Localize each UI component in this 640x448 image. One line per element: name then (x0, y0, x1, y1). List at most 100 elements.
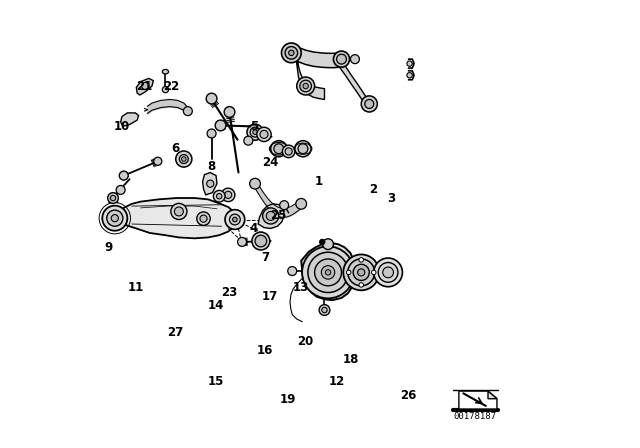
Text: 6: 6 (172, 142, 180, 155)
Circle shape (322, 307, 327, 313)
Circle shape (337, 54, 346, 64)
Circle shape (271, 141, 287, 157)
Circle shape (407, 73, 412, 78)
Circle shape (225, 210, 244, 229)
Circle shape (163, 86, 168, 93)
Circle shape (179, 155, 188, 164)
Polygon shape (136, 78, 154, 95)
Circle shape (102, 206, 127, 231)
Circle shape (182, 157, 186, 161)
Circle shape (298, 144, 308, 154)
Circle shape (111, 215, 118, 222)
Circle shape (224, 107, 235, 117)
Circle shape (295, 141, 311, 157)
Circle shape (285, 148, 292, 155)
Text: 8: 8 (207, 160, 216, 173)
Text: 24: 24 (262, 155, 278, 169)
Text: 23: 23 (221, 285, 237, 299)
Polygon shape (121, 113, 139, 126)
Circle shape (225, 191, 232, 198)
Circle shape (108, 193, 118, 203)
Text: 15: 15 (208, 375, 224, 388)
Text: 19: 19 (280, 393, 296, 406)
Circle shape (378, 263, 398, 282)
Circle shape (253, 130, 257, 134)
Circle shape (244, 136, 253, 145)
Text: 20: 20 (298, 335, 314, 348)
Circle shape (365, 99, 374, 108)
Circle shape (200, 215, 207, 222)
Circle shape (197, 212, 210, 225)
Circle shape (213, 190, 225, 202)
Polygon shape (488, 391, 497, 399)
Circle shape (260, 130, 268, 138)
Circle shape (207, 129, 216, 138)
Circle shape (407, 61, 412, 66)
Circle shape (274, 144, 284, 154)
Circle shape (215, 120, 226, 131)
Text: 12: 12 (329, 375, 345, 388)
Circle shape (374, 258, 403, 287)
Polygon shape (340, 59, 369, 108)
Text: 3: 3 (387, 191, 395, 205)
Circle shape (351, 55, 360, 64)
Circle shape (282, 145, 295, 158)
Circle shape (319, 239, 325, 245)
Circle shape (141, 82, 149, 90)
Text: 11: 11 (127, 281, 143, 294)
Circle shape (119, 171, 128, 180)
Circle shape (230, 214, 240, 225)
Text: 26: 26 (401, 388, 417, 402)
Circle shape (303, 83, 308, 89)
Circle shape (333, 51, 349, 67)
Circle shape (359, 283, 364, 287)
Text: 18: 18 (342, 353, 358, 366)
Text: 00178187: 00178187 (453, 412, 496, 421)
Circle shape (110, 195, 116, 201)
Circle shape (343, 254, 379, 290)
Text: 7: 7 (261, 251, 269, 264)
Circle shape (266, 211, 275, 220)
Circle shape (216, 194, 222, 199)
Circle shape (297, 77, 315, 95)
Circle shape (358, 269, 365, 276)
Polygon shape (297, 53, 324, 99)
Circle shape (300, 80, 312, 92)
Circle shape (285, 47, 298, 59)
Text: 16: 16 (257, 344, 273, 357)
Text: 9: 9 (104, 241, 113, 254)
Circle shape (323, 239, 333, 250)
Circle shape (282, 43, 301, 63)
Text: 27: 27 (168, 326, 184, 339)
Circle shape (207, 180, 214, 187)
Circle shape (280, 201, 289, 210)
Circle shape (221, 188, 235, 202)
Circle shape (154, 157, 162, 165)
Circle shape (184, 107, 192, 116)
Circle shape (176, 151, 192, 167)
Polygon shape (203, 172, 217, 195)
Circle shape (107, 210, 123, 226)
Circle shape (383, 267, 394, 278)
Circle shape (348, 259, 374, 286)
Circle shape (237, 237, 246, 246)
Circle shape (321, 266, 335, 279)
Circle shape (319, 305, 330, 315)
Text: 1: 1 (315, 175, 323, 188)
Text: 14: 14 (208, 299, 224, 312)
Circle shape (302, 246, 354, 298)
Circle shape (353, 264, 369, 280)
Circle shape (346, 270, 351, 275)
Circle shape (255, 235, 267, 247)
Circle shape (289, 50, 294, 56)
Circle shape (206, 93, 217, 104)
Text: 25: 25 (271, 209, 287, 223)
Circle shape (257, 127, 271, 142)
Circle shape (174, 207, 184, 216)
Circle shape (361, 96, 378, 112)
Circle shape (325, 270, 331, 275)
Circle shape (250, 178, 260, 189)
Circle shape (252, 232, 270, 250)
Ellipse shape (163, 69, 168, 74)
Circle shape (250, 127, 260, 137)
